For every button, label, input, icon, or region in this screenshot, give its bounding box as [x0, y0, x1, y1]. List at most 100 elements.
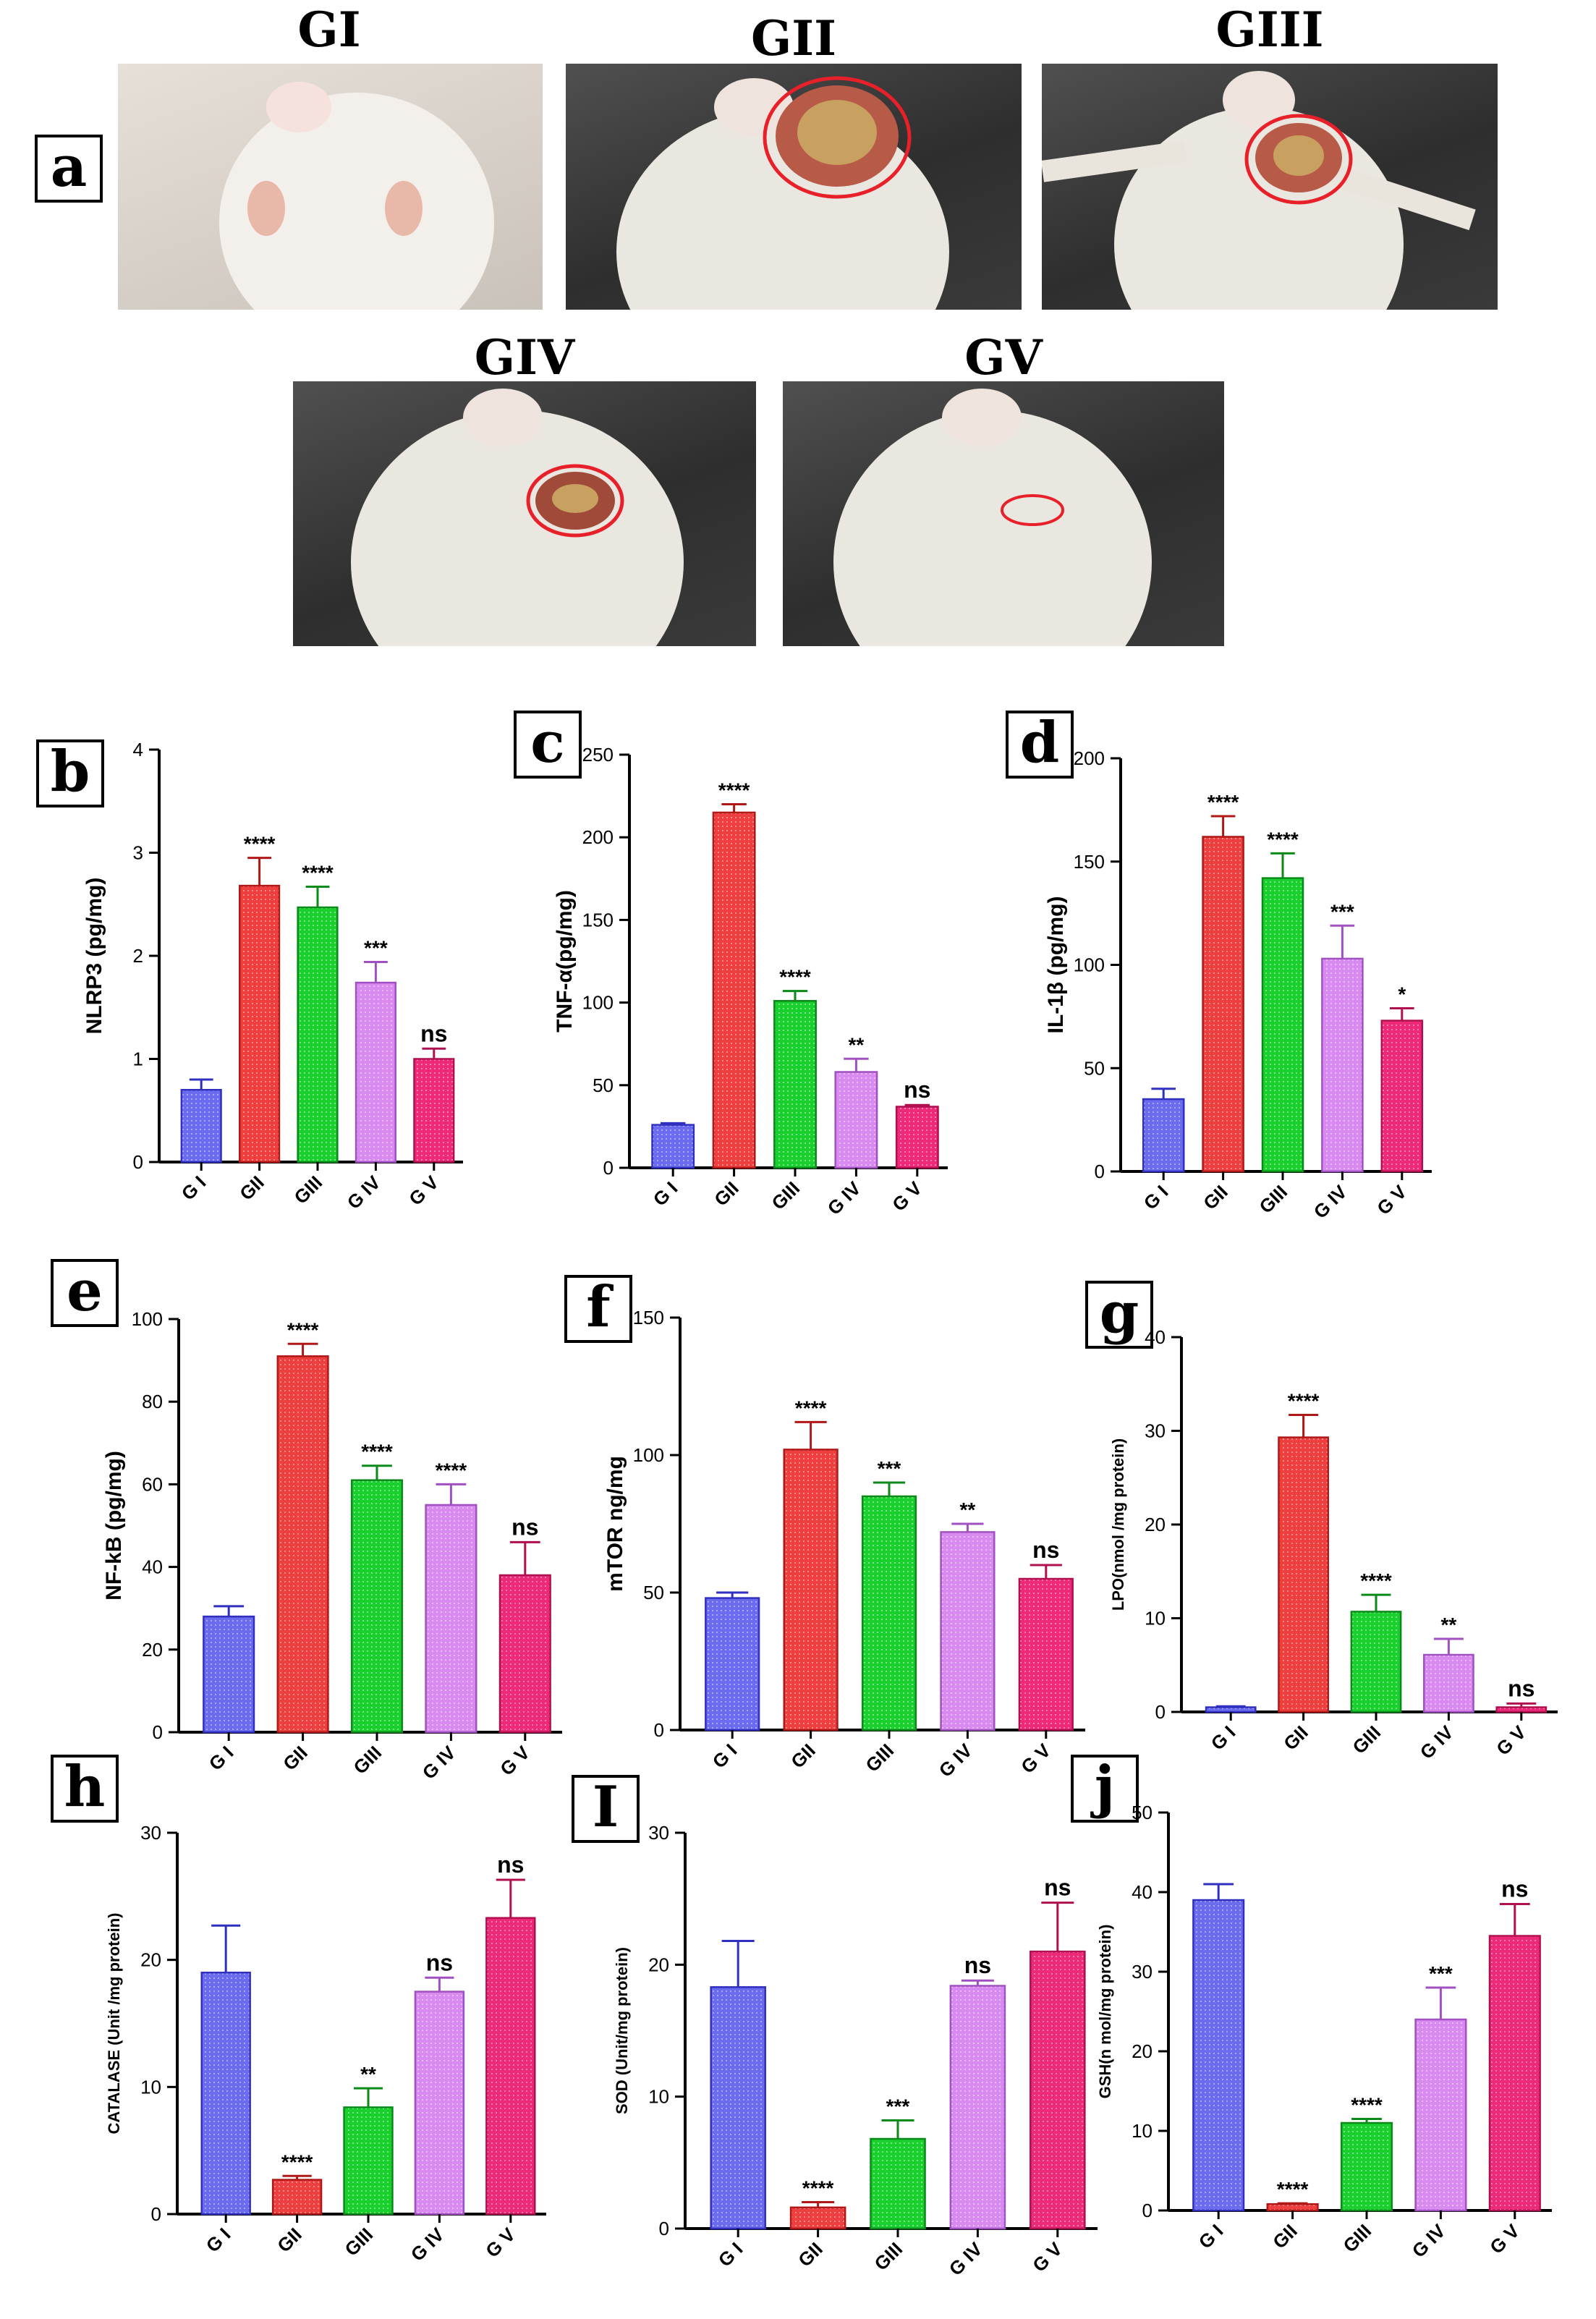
- bar-gi: [710, 1986, 766, 2230]
- bar-giv: [414, 1991, 465, 2216]
- x-tick-label: G I: [1207, 1721, 1240, 1755]
- bar-gi: [1205, 1706, 1257, 1713]
- chart-g: 0 10 20 30 40 LPO(nmol /mg protein) G I **** GII…: [1102, 1294, 1579, 1781]
- x-tick-label: GII: [1199, 1181, 1232, 1214]
- panel-label-g: g: [1085, 1281, 1153, 1349]
- y-tick-label: 3: [133, 842, 143, 864]
- photo-title-giii: GIII: [1215, 1, 1324, 58]
- significance-label: ****: [244, 833, 276, 855]
- x-tick-label: GII: [235, 1171, 268, 1205]
- x-tick-label: G I: [1139, 1181, 1173, 1214]
- significance-label: ***: [878, 1457, 901, 1480]
- y-tick-label: 0: [133, 1151, 143, 1173]
- mouse-photo-gii: [566, 64, 1022, 310]
- y-tick-label: 80: [142, 1391, 163, 1412]
- bar-giii: [297, 906, 339, 1163]
- x-tick-label: GII: [786, 1739, 820, 1773]
- y-tick-label: 100: [633, 1444, 664, 1466]
- x-tick-label: G I: [202, 2223, 235, 2257]
- bar-gv: [1495, 1706, 1548, 1713]
- x-tick-label: G I: [205, 1742, 238, 1775]
- x-tick-label: G IV: [1408, 2220, 1450, 2262]
- chart-d: 0 50 100 150 200 IL-1β (pg/mg) G I **** GII **** G…: [1041, 715, 1453, 1240]
- plot-area: 0 10 20 30 40 50 GSH(n mol/mg protein) G I **** G…: [1096, 1802, 1552, 2262]
- y-tick-label: 20: [140, 1949, 161, 1971]
- y-tick-label: 50: [1084, 1057, 1105, 1079]
- x-tick-label: G V: [1485, 2220, 1524, 2258]
- chart-f: 0 50 100 150 mTOR ng/mg G I **** GII *** GIII ** G …: [600, 1274, 1107, 1799]
- panel-label-h: h: [51, 1755, 119, 1823]
- y-tick-label: 60: [142, 1473, 163, 1495]
- significance-label: ****: [1360, 1569, 1392, 1592]
- bar-giii: [350, 1479, 404, 1734]
- x-tick-label: G I: [1194, 2220, 1228, 2253]
- panel-label-e: e: [51, 1259, 119, 1327]
- significance-label: **: [1441, 1614, 1457, 1636]
- bar-giv: [1414, 2018, 1467, 2212]
- significance-label: ****: [302, 862, 334, 884]
- significance-label: ****: [1267, 828, 1299, 850]
- bar-gi: [203, 1615, 255, 1734]
- bar-gii: [239, 884, 281, 1163]
- chart-j: 0 10 20 30 40 50 GSH(n mol/mg protein) G I **** G…: [1089, 1769, 1574, 2279]
- x-tick-label: G IV: [418, 1742, 460, 1784]
- chart-svg-e: 0 20 40 60 80 100 NF-kB (pg/mg) G I **** GII **** G…: [102, 1308, 562, 1784]
- y-tick-label: 0: [659, 2218, 669, 2239]
- y-tick-label: 30: [140, 1822, 161, 1844]
- y-tick-label: 100: [1074, 954, 1105, 976]
- bar-gv: [1488, 1935, 1541, 2212]
- y-axis-label: NLRP3 (pg/mg): [82, 878, 106, 1035]
- bar-gii: [1266, 2203, 1319, 2212]
- y-tick-label: 100: [132, 1308, 163, 1330]
- y-tick-label: 20: [1145, 1514, 1166, 1535]
- y-tick-label: 150: [582, 909, 614, 930]
- x-tick-label: GII: [1279, 1721, 1312, 1755]
- significance-label: **: [360, 2063, 376, 2085]
- y-tick-label: 0: [151, 2203, 161, 2225]
- panel-label-f: f: [564, 1275, 632, 1343]
- mouse-photo-giv: [293, 381, 756, 646]
- bar-gii: [1278, 1436, 1329, 1713]
- x-tick-label: GIII: [349, 1742, 386, 1779]
- plot-area: 0 10 20 30 40 LPO(nmol /mg protein) G I **** GII…: [1109, 1326, 1558, 1763]
- significance-label: ****: [779, 966, 811, 988]
- x-tick-label: GIII: [289, 1171, 326, 1208]
- bar-giv: [1321, 957, 1364, 1173]
- y-tick-label: 0: [654, 1719, 664, 1741]
- significance-label: ****: [1277, 2178, 1309, 2200]
- y-tick-label: 200: [582, 826, 614, 848]
- x-tick-label: G IV: [1310, 1181, 1351, 1223]
- y-axis-label: NF-kB (pg/mg): [102, 1451, 126, 1601]
- photo-title-gi: GI: [297, 1, 361, 58]
- panel-label-c: c: [514, 711, 582, 779]
- photo-title-gv: GV: [964, 329, 1043, 386]
- significance-label: ***: [1330, 900, 1354, 923]
- significance-label: ***: [1429, 1962, 1453, 1985]
- y-axis-label: LPO(nmol /mg protein): [1109, 1438, 1127, 1611]
- significance-label: ns: [1032, 1537, 1059, 1563]
- x-tick-label: GIII: [767, 1177, 804, 1214]
- x-tick-label: GII: [710, 1177, 743, 1211]
- bar-giv: [949, 1985, 1006, 2230]
- x-tick-label: GII: [273, 2223, 306, 2257]
- bar-giv: [355, 981, 396, 1163]
- bar-giii: [343, 2106, 394, 2216]
- y-axis-label: SOD (Unit/mg protein): [613, 1947, 631, 2114]
- y-tick-label: 30: [1145, 1420, 1166, 1442]
- significance-label: ****: [718, 779, 750, 802]
- bar-giii: [1350, 1611, 1402, 1713]
- bar-gv: [895, 1106, 939, 1169]
- y-axis-label: CATALASE (Unit /mg protein): [105, 1913, 123, 2134]
- x-tick-label: G V: [1028, 2238, 1066, 2276]
- significance-label: ns: [420, 1020, 447, 1046]
- significance-label: ns: [964, 1952, 991, 1978]
- plot-area: 0 10 20 30 SOD (Unit/mg protein) G I **** GII **…: [613, 1822, 1098, 2280]
- chart-svg-g: 0 10 20 30 40 LPO(nmol /mg protein) G I **** GII…: [1109, 1326, 1558, 1763]
- significance-label: ns: [512, 1514, 538, 1540]
- chart-svg-j: 0 10 20 30 40 50 GSH(n mol/mg protein) G I **** G…: [1096, 1802, 1552, 2262]
- bar-gi: [180, 1089, 222, 1163]
